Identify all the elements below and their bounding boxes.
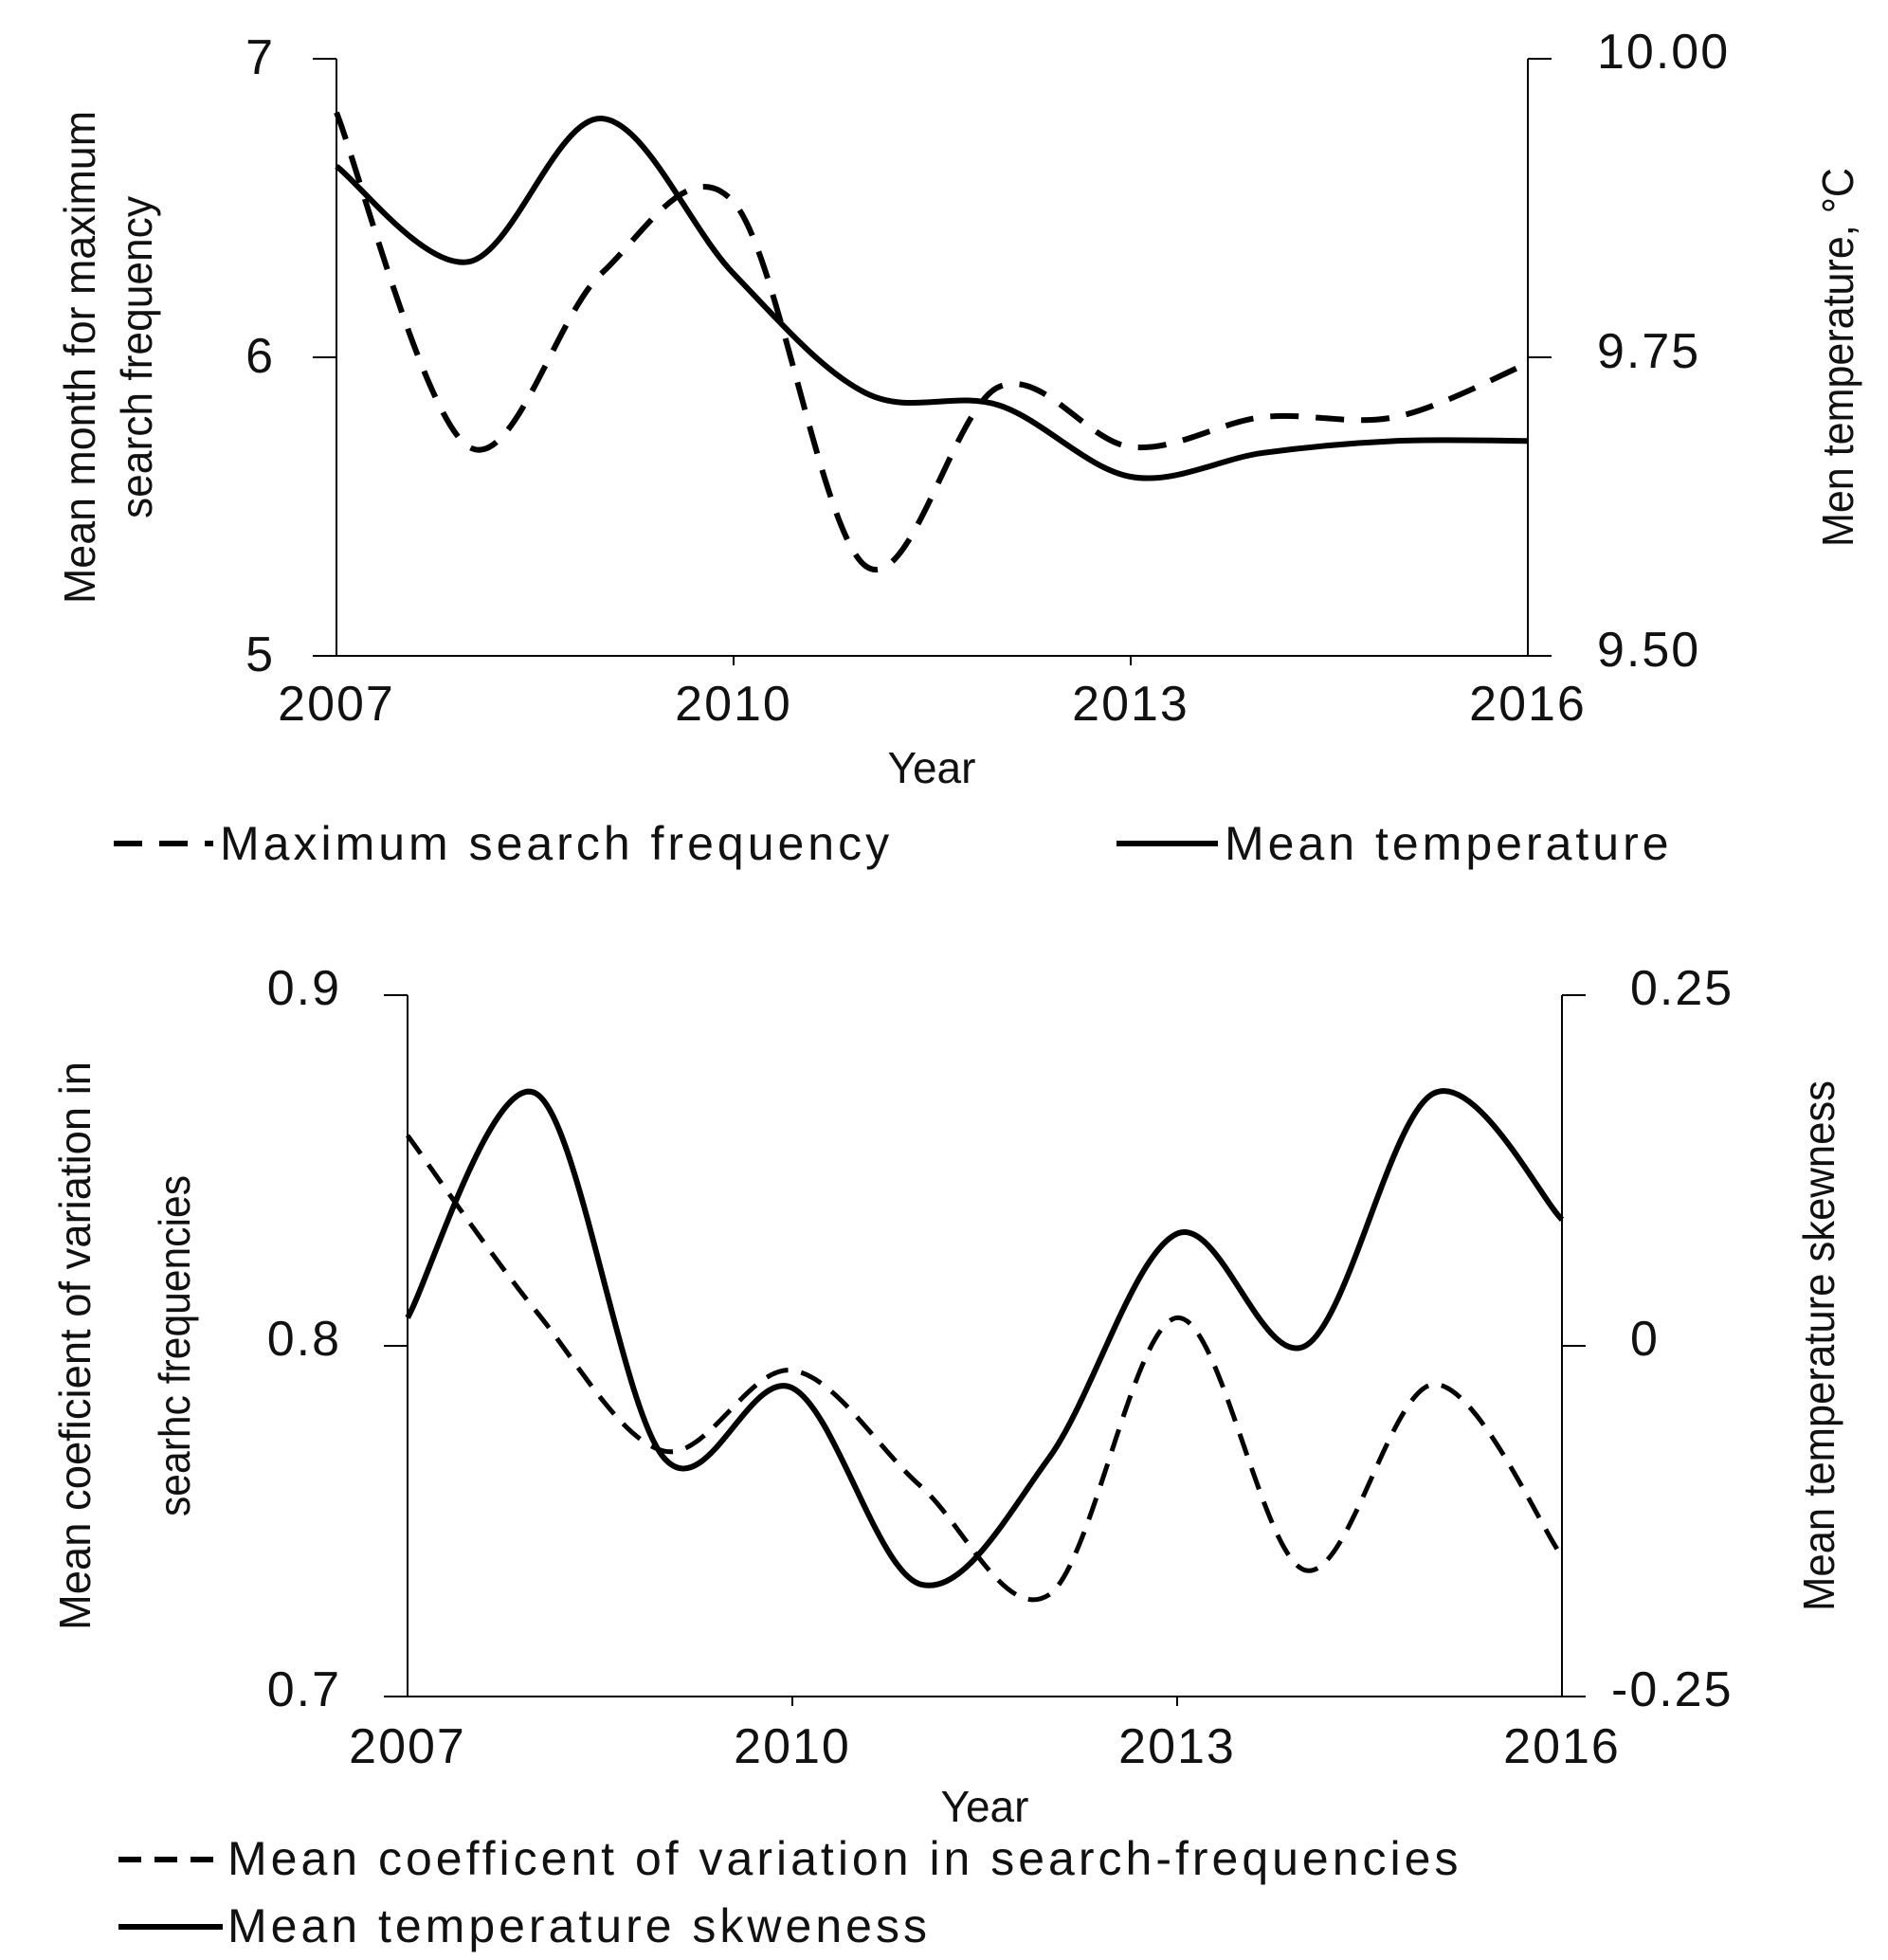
chart-2-legend-label: Mean coefficent of variation in search-f…: [227, 1832, 1461, 1885]
chart-2-y-left-tick-label: 0.9: [267, 961, 341, 1016]
chart-1-y-right-tick-label: 10.00: [1597, 25, 1730, 80]
chart-1-y-left-tick-label: 5: [245, 627, 275, 682]
chart-1-x-tick-label: 2013: [1072, 677, 1189, 732]
chart-1-x-tick-label: 2007: [278, 677, 395, 732]
chart-1-series-mean-temperature-line: [335, 115, 1529, 481]
chart-2-legend: Mean coefficent of variation in search-f…: [118, 1832, 1461, 1952]
chart-1-y-right-tick-label: 9.75: [1597, 324, 1700, 379]
chart-2-y-left-tick-label: 0.7: [267, 1662, 341, 1717]
chart-1-y-right-tick-label: 9.50: [1597, 623, 1700, 678]
chart-1-y-left-title: Mean month for maximum: [55, 111, 104, 604]
chart-2-x-tick-label: 2013: [1118, 1719, 1236, 1774]
chart-2-y-right-tick-label: 0.25: [1630, 961, 1734, 1016]
chart-1-y-left-title-line-2: search frequency: [112, 196, 161, 518]
chart-2-y-left-title-line-2: searhc frequencies: [150, 1175, 199, 1516]
chart-2-x-tick-label: 2007: [349, 1719, 466, 1774]
chart-2: 0.9 0.8 0.7 0.25 0 -0.25 2007 2010 2013 …: [50, 961, 1843, 1952]
chart-1-x-tick-label: 2016: [1469, 677, 1587, 732]
chart-1-legend-label: Maximum search frequency: [220, 817, 893, 870]
chart-1-series-maximum-search-frequency-line: [334, 111, 1530, 572]
chart-2-y-right-tick-label: -0.25: [1611, 1662, 1734, 1717]
chart-2-series-temperature-skewness-line: [405, 1088, 1565, 1588]
chart-1-legend: Maximum search frequency Mean temperatur…: [114, 817, 1673, 870]
chart-2-y-left-title: Mean coeficient of variation in: [50, 1062, 100, 1630]
chart-2-y-right-title: Mean temperature skewness: [1794, 1080, 1843, 1611]
chart-1-x-tick-label: 2010: [675, 677, 792, 732]
chart-1-y-left-tick-label: 6: [245, 329, 275, 384]
chart-1-legend-label: Mean temperature: [1225, 817, 1673, 870]
chart-1-y-right-title: Men temperature, °C: [1813, 168, 1862, 547]
chart-1-y-left-tick-label: 7: [245, 30, 275, 85]
chart-2-legend-label: Mean temperature skweness: [227, 1899, 931, 1952]
chart-2-y-right-tick-label: 0: [1630, 1312, 1660, 1367]
chart-2-x-axis-title: Year: [941, 1782, 1029, 1831]
chart-2-y-left-tick-label: 0.8: [267, 1312, 341, 1367]
chart-1-x-axis-title: Year: [888, 743, 976, 792]
chart-2-series-coefficient-of-variation-line: [405, 1134, 1565, 1603]
chart-1: 7 6 5 10.00 9.75 9.50 2007 2010 2013 201…: [55, 25, 1862, 870]
chart-2-x-tick-label: 2016: [1503, 1719, 1621, 1774]
chart-2-x-tick-label: 2010: [734, 1719, 851, 1774]
